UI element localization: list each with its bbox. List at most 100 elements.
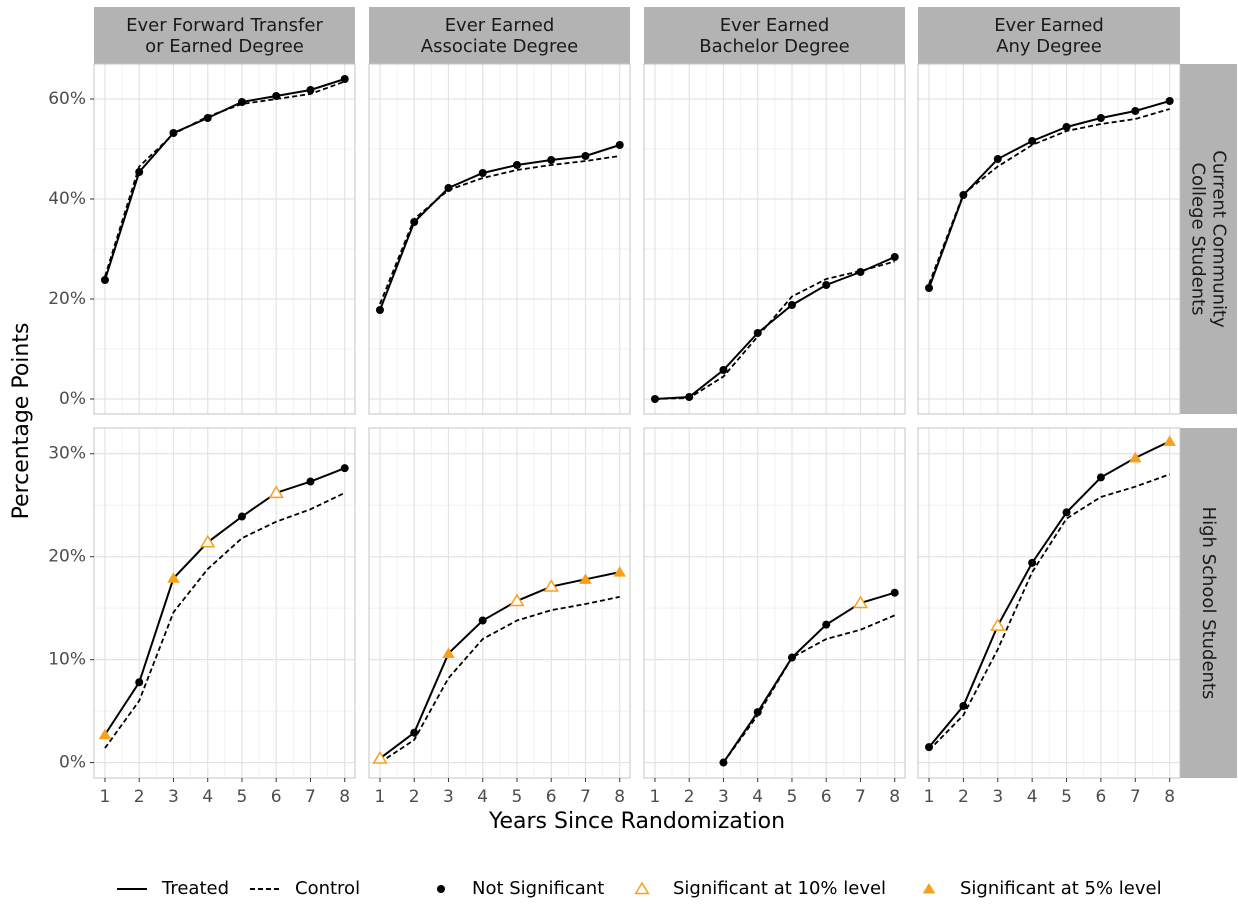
strip-label: Ever Earned xyxy=(720,15,830,36)
x-tick-label: 4 xyxy=(477,787,488,807)
point xyxy=(478,616,487,625)
point xyxy=(1062,123,1071,131)
control-line xyxy=(104,492,346,749)
column-strip xyxy=(369,7,630,64)
treated-line xyxy=(654,256,896,400)
point xyxy=(169,129,178,137)
point xyxy=(203,114,212,122)
x-tick-label: 5 xyxy=(237,787,248,807)
panel-border xyxy=(93,427,356,779)
strip-label: High School Students xyxy=(1198,507,1219,700)
point xyxy=(990,618,1006,631)
treated-line xyxy=(379,571,620,760)
point xyxy=(753,708,762,717)
x-tick-label: 8 xyxy=(889,787,900,807)
x-tick-label: 8 xyxy=(1164,787,1175,807)
x-tick-label: 6 xyxy=(271,787,282,807)
point xyxy=(272,92,281,100)
point xyxy=(1096,473,1105,482)
point xyxy=(237,98,246,106)
x-tick-label: 7 xyxy=(305,787,316,807)
treated-line xyxy=(104,467,346,736)
point xyxy=(442,647,455,658)
point xyxy=(1165,97,1174,105)
panel-border xyxy=(917,427,1181,779)
point xyxy=(98,728,112,740)
point xyxy=(685,393,694,401)
x-tick-label: 6 xyxy=(1096,787,1107,807)
point xyxy=(890,588,899,597)
x-tick-label: 4 xyxy=(202,787,213,807)
x-tick-label: 3 xyxy=(168,787,179,807)
x-tick-label: 8 xyxy=(614,787,625,807)
point xyxy=(268,485,284,499)
control-line xyxy=(379,155,620,305)
x-axis-title: Years Since Randomization xyxy=(488,809,785,834)
strip-label: College Students xyxy=(1188,162,1209,315)
y-tick-label: 40% xyxy=(48,189,86,209)
point xyxy=(135,168,144,176)
treated-line xyxy=(379,144,621,311)
point xyxy=(478,169,487,177)
x-tick-label: 7 xyxy=(855,787,866,807)
point xyxy=(959,701,968,710)
x-tick-label: 1 xyxy=(924,787,935,807)
point xyxy=(543,579,559,592)
control-line xyxy=(654,260,895,400)
panel-border xyxy=(917,63,1181,415)
point xyxy=(306,86,315,94)
point xyxy=(753,329,762,337)
point xyxy=(579,573,592,584)
point xyxy=(1028,137,1037,145)
x-tick-label: 7 xyxy=(1130,787,1141,807)
control-line xyxy=(928,108,1170,285)
row-strip xyxy=(1180,428,1237,778)
point xyxy=(1163,435,1176,446)
x-tick-label: 6 xyxy=(821,787,832,807)
point xyxy=(237,512,246,521)
point xyxy=(719,758,728,767)
point xyxy=(135,678,144,687)
legend-label: Treated xyxy=(161,878,229,899)
treated-line xyxy=(928,100,1170,289)
point xyxy=(1028,558,1037,567)
point xyxy=(925,284,934,292)
row-strip xyxy=(1180,64,1237,414)
x-tick-label: 2 xyxy=(684,787,695,807)
strip-label: Ever Earned xyxy=(994,15,1104,36)
strip-label: Associate Degree xyxy=(421,36,578,57)
x-tick-label: 4 xyxy=(1027,787,1038,807)
column-strip xyxy=(94,7,355,64)
point xyxy=(306,477,315,486)
legend-label: Significant at 5% level xyxy=(960,878,1162,899)
point xyxy=(787,301,796,309)
point xyxy=(856,268,865,276)
point xyxy=(509,593,525,607)
x-tick-label: 2 xyxy=(409,787,420,807)
control-line xyxy=(379,595,620,764)
point xyxy=(1096,114,1105,122)
x-tick-label: 5 xyxy=(1061,787,1072,807)
point xyxy=(822,281,831,289)
control-line xyxy=(722,614,896,764)
point xyxy=(375,306,384,314)
point xyxy=(200,534,216,548)
point xyxy=(925,743,934,752)
panel-border xyxy=(368,427,631,779)
x-tick-label: 1 xyxy=(650,787,661,807)
column-strip xyxy=(644,7,905,64)
x-tick-label: 7 xyxy=(580,787,591,807)
y-tick-label: 30% xyxy=(48,444,86,464)
x-tick-label: 5 xyxy=(512,787,523,807)
legend-label: Control xyxy=(295,878,360,899)
point xyxy=(650,395,659,403)
x-tick-label: 8 xyxy=(339,787,350,807)
panel-border xyxy=(93,63,356,415)
legend-key xyxy=(437,885,445,893)
point xyxy=(410,218,419,226)
treated-line xyxy=(722,591,896,764)
point xyxy=(615,141,624,149)
y-tick-label: 10% xyxy=(48,650,86,670)
strip-label: Ever Earned xyxy=(445,15,555,36)
